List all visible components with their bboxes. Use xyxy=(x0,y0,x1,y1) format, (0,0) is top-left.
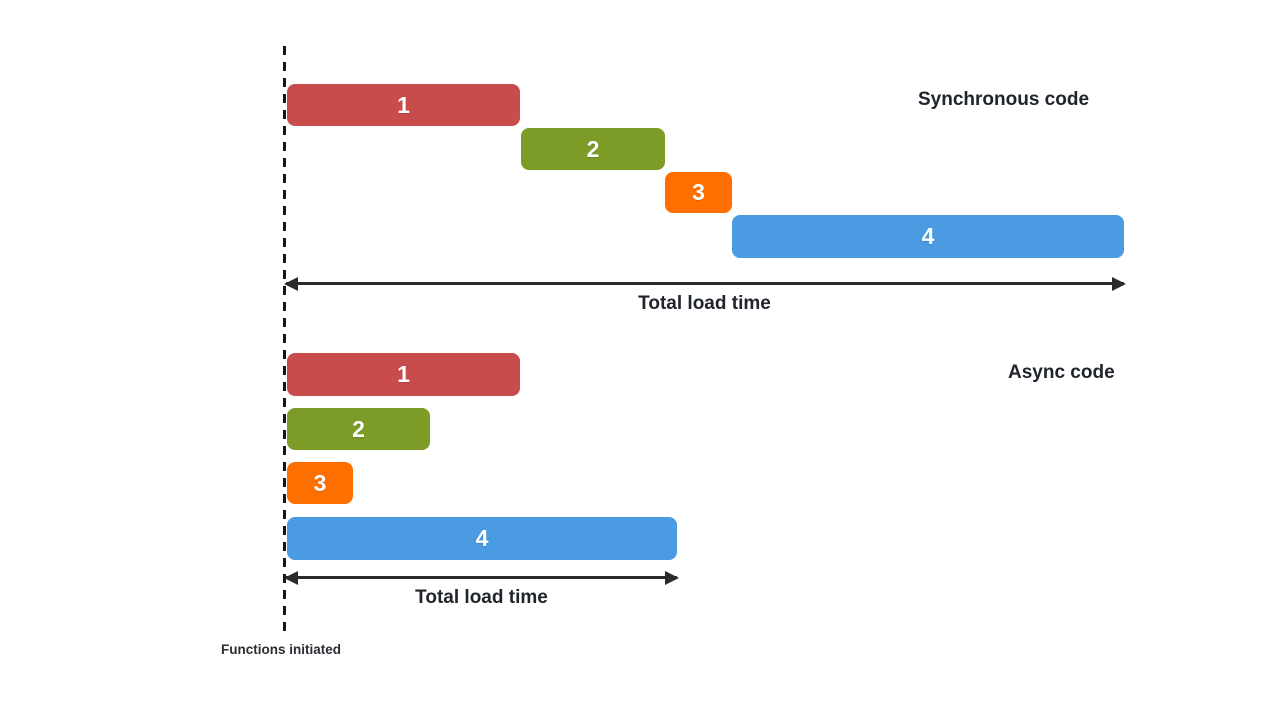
sync-task-bar-3: 3 xyxy=(665,172,732,213)
async-total-load-time-label: Total load time xyxy=(415,587,548,608)
async-task-bar-1: 1 xyxy=(287,353,520,396)
sync-total-load-time-label: Total load time xyxy=(638,293,771,314)
async-task-bar-2: 2 xyxy=(287,408,430,450)
sync-task-2-number: 2 xyxy=(586,135,600,162)
sync-task-bar-2: 2 xyxy=(521,128,665,170)
async-task-bar-4: 4 xyxy=(287,517,677,560)
sync-task-4-number: 4 xyxy=(921,223,935,249)
async-section-title: Async code xyxy=(1008,362,1115,383)
async-task-2-number: 2 xyxy=(352,415,365,442)
async-task-bar-3: 3 xyxy=(287,462,353,504)
async-task-1-number: 1 xyxy=(397,361,410,387)
sync-task-1-number: 1 xyxy=(397,91,410,118)
sync-total-time-arrow xyxy=(286,282,1124,285)
sync-task-bar-4: 4 xyxy=(732,215,1124,258)
sync-section-title: Synchronous code xyxy=(918,89,1090,110)
async-task-3-number: 3 xyxy=(313,469,327,496)
sync-task-bar-1: 1 xyxy=(287,84,520,126)
sync-task-3-number: 3 xyxy=(692,179,705,205)
functions-initiated-label: Functions initiated xyxy=(221,642,341,657)
async-total-time-arrow xyxy=(286,576,677,579)
async-task-4-number: 4 xyxy=(475,525,489,551)
functions-initiated-dashed-line xyxy=(283,46,286,632)
